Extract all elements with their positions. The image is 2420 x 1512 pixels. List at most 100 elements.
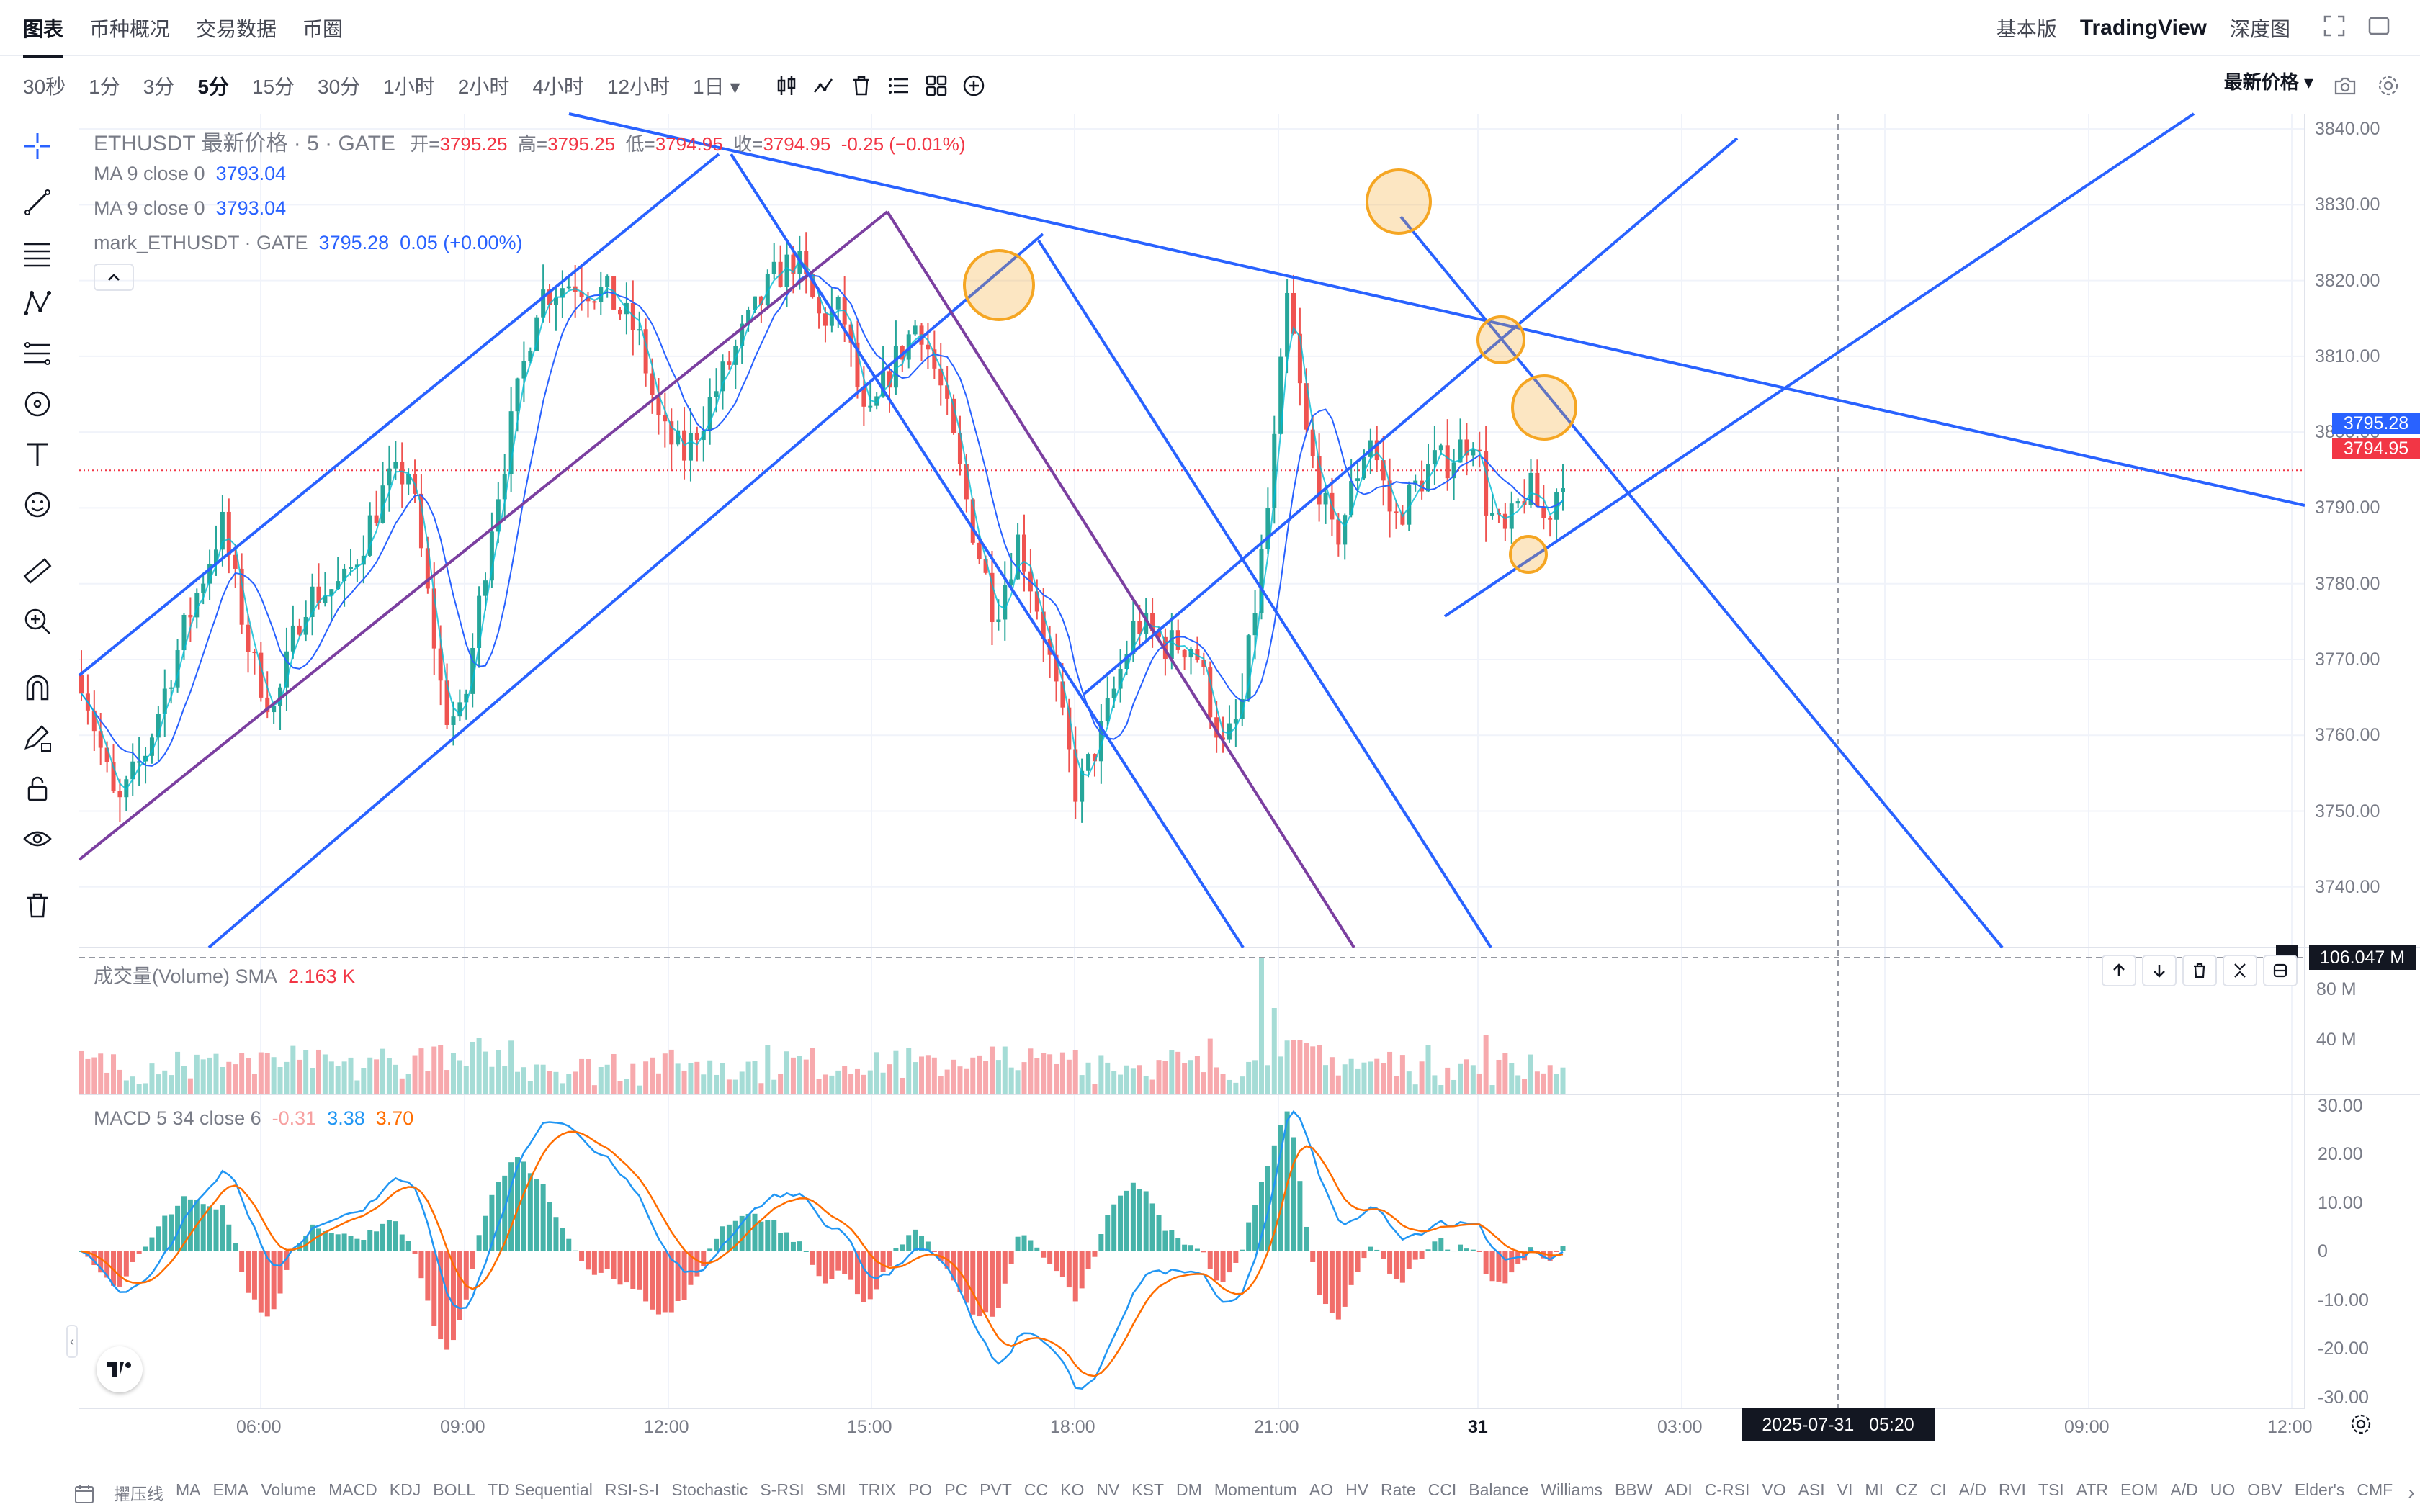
candle-type-icon[interactable] <box>768 67 805 104</box>
zoom-in-icon[interactable] <box>0 596 75 647</box>
legend-mark[interactable]: mark_ETHUSDT · GATE 3795.28 0.05 (+0.00%… <box>94 232 523 254</box>
indicator-shortcut[interactable]: ATR <box>2076 1480 2108 1499</box>
indicator-shortcut[interactable]: SMI <box>816 1480 846 1499</box>
tf-30s[interactable]: 30秒 <box>23 76 66 98</box>
nav-coin-circle[interactable]: 币圈 <box>302 18 344 40</box>
ruler-icon[interactable] <box>0 546 75 596</box>
trend-line-icon[interactable] <box>0 177 75 228</box>
indicator-shortcut[interactable]: A/D <box>2170 1480 2198 1499</box>
legend-ma1[interactable]: MA 9 close 0 3793.04 <box>94 163 286 185</box>
add-circle-icon[interactable] <box>955 67 992 104</box>
trash-icon[interactable] <box>843 67 880 104</box>
indicator-shortcut[interactable]: ADI <box>1664 1480 1693 1499</box>
indicator-shortcut[interactable]: PC <box>944 1480 968 1499</box>
indicator-shortcut[interactable]: KO <box>1060 1480 1085 1499</box>
tf-1d[interactable]: 1日 ▾ <box>693 76 740 98</box>
pencil-lock-icon[interactable] <box>0 713 75 763</box>
shapes-icon[interactable] <box>0 379 75 429</box>
indicator-shortcut[interactable]: PO <box>908 1480 933 1499</box>
indicator-shortcut[interactable]: KDJ <box>389 1480 421 1499</box>
emoji-icon[interactable] <box>0 480 75 530</box>
axis-settings-gear-icon[interactable] <box>2348 1411 2374 1441</box>
indicator-shortcut[interactable]: Balance <box>1469 1480 1529 1499</box>
magnet-icon[interactable] <box>0 662 75 713</box>
crosshair-icon[interactable] <box>0 115 75 177</box>
indicator-shortcut[interactable]: C-RSI <box>1704 1480 1750 1499</box>
indicator-shortcut[interactable]: Momentum <box>1214 1480 1297 1499</box>
indicator-shortcut[interactable]: BOLL <box>433 1480 476 1499</box>
indicator-shortcut[interactable]: Volume <box>261 1480 317 1499</box>
indicator-shortcut[interactable]: CCI <box>1428 1480 1457 1499</box>
tf-2h[interactable]: 2小时 <box>457 76 510 98</box>
nav-chart[interactable]: 图表 <box>23 14 64 58</box>
scroll-right-icon[interactable]: › <box>2408 1481 2415 1503</box>
tradingview-logo-icon[interactable] <box>97 1346 143 1392</box>
indicators-icon[interactable] <box>805 67 843 104</box>
maximize-pane-button[interactable] <box>2263 955 2298 986</box>
indicator-shortcut[interactable]: TSI <box>2038 1480 2064 1499</box>
tf-15m[interactable]: 15分 <box>251 76 295 98</box>
tf-4h[interactable]: 4小时 <box>532 76 584 98</box>
tf-1m[interactable]: 1分 <box>89 76 120 98</box>
tf-1h[interactable]: 1小时 <box>383 76 435 98</box>
indicator-shortcut[interactable]: EMA <box>212 1480 249 1499</box>
view-depth[interactable]: 深度图 <box>2229 18 2290 40</box>
indicator-shortcut[interactable]: RVI <box>1998 1480 2026 1499</box>
indicator-shortcut[interactable]: CC <box>1023 1480 1049 1499</box>
fullscreen-icon[interactable] <box>2322 14 2347 43</box>
tf-3m[interactable]: 3分 <box>143 76 175 98</box>
text-tool-icon[interactable] <box>0 429 75 480</box>
indicator-shortcut[interactable]: MA <box>176 1480 201 1499</box>
legend-ma2[interactable]: MA 9 close 0 3793.04 <box>94 197 286 220</box>
tf-12h[interactable]: 12小时 <box>606 76 671 98</box>
list-icon[interactable] <box>880 67 918 104</box>
pattern-icon[interactable] <box>0 278 75 328</box>
indicator-shortcut[interactable]: PVT <box>980 1480 1012 1499</box>
indicator-shortcut[interactable]: DM <box>1176 1480 1202 1499</box>
delete-drawings-icon[interactable] <box>0 880 75 930</box>
eye-icon[interactable] <box>0 814 75 864</box>
fib-retracement-icon[interactable] <box>0 328 75 379</box>
indicator-shortcut[interactable]: RSI-S-I <box>604 1480 660 1499</box>
indicator-shortcut[interactable]: NV <box>1096 1480 1120 1499</box>
indicator-shortcut[interactable]: TRIX <box>858 1480 896 1499</box>
price-type-select[interactable]: 最新价格 ▾ <box>2223 71 2313 93</box>
indicator-shortcut[interactable]: VO <box>1762 1480 1786 1499</box>
indicator-shortcut[interactable]: AO <box>1309 1480 1334 1499</box>
collapse-sidebar-button[interactable]: ‹ <box>66 1325 78 1358</box>
nav-coin-overview[interactable]: 币种概况 <box>89 18 171 40</box>
window-icon[interactable] <box>2367 14 2391 43</box>
indicator-shortcut[interactable]: 擢压线 <box>114 1485 163 1503</box>
indicator-shortcut[interactable]: ASI <box>1798 1480 1825 1499</box>
indicator-shortcut[interactable]: EOM <box>2120 1480 2159 1499</box>
indicator-shortcut[interactable]: UO <box>2210 1480 2236 1499</box>
horizontal-lines-icon[interactable] <box>0 228 75 278</box>
indicator-shortcut[interactable]: VI <box>1837 1480 1853 1499</box>
settings-gear-icon[interactable] <box>2370 67 2407 104</box>
indicator-shortcut[interactable]: KST <box>1131 1480 1165 1499</box>
indicator-shortcut[interactable]: S-RSI <box>760 1480 805 1499</box>
indicator-shortcut[interactable]: CMF <box>2357 1480 2393 1499</box>
chart-canvas[interactable] <box>0 0 2420 1473</box>
tf-5m[interactable]: 5分 <box>197 76 229 98</box>
tf-30m[interactable]: 30分 <box>318 76 361 98</box>
indicator-shortcut[interactable]: HV <box>1345 1480 1369 1499</box>
collapse-legend-button[interactable] <box>94 264 134 291</box>
indicator-shortcut[interactable]: CZ <box>1895 1480 1918 1499</box>
indicator-shortcut[interactable]: MI <box>1865 1480 1883 1499</box>
view-basic[interactable]: 基本版 <box>1996 18 2057 40</box>
volume-legend[interactable]: 成交量(Volume) SMA 2.163 K <box>94 960 355 989</box>
indicator-shortcut[interactable]: A/D <box>1958 1480 1986 1499</box>
indicator-shortcut[interactable]: TD Sequential <box>488 1480 593 1499</box>
lock-icon[interactable] <box>0 763 75 814</box>
move-pane-down-button[interactable] <box>2142 955 2177 986</box>
nav-trade-data[interactable]: 交易数据 <box>196 18 277 40</box>
indicator-shortcut[interactable]: BBW <box>1615 1480 1653 1499</box>
indicator-shortcut[interactable]: CI <box>1930 1480 1947 1499</box>
indicator-shortcut[interactable]: Elder's <box>2294 1480 2345 1499</box>
indicator-shortcut[interactable]: MACD <box>328 1480 377 1499</box>
delete-pane-button[interactable] <box>2182 955 2217 986</box>
camera-icon[interactable] <box>2326 67 2364 104</box>
indicator-shortcut[interactable]: OBV <box>2247 1480 2282 1499</box>
indicator-shortcut[interactable]: Stochastic <box>671 1480 748 1499</box>
